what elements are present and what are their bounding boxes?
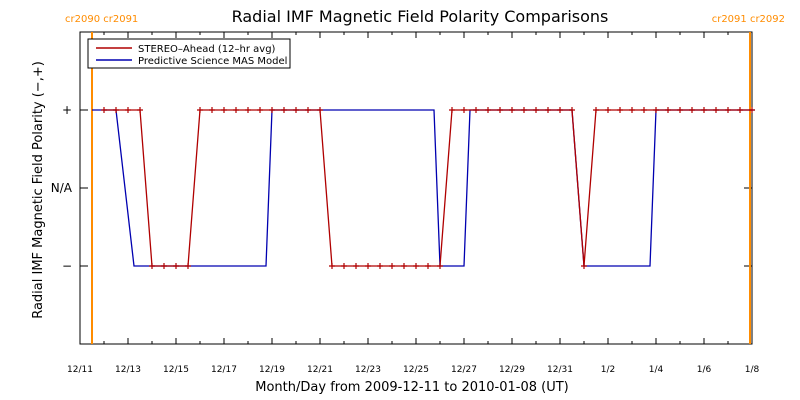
series-point-0 — [605, 107, 611, 113]
x-tick-label: 12/27 — [451, 365, 477, 375]
series-point-0 — [593, 107, 599, 113]
x-tick-label: 1/4 — [649, 365, 664, 375]
series-point-0 — [509, 107, 515, 113]
x-tick-label: 12/13 — [115, 365, 141, 375]
series-point-0 — [485, 107, 491, 113]
carrington-marker-label: cr2091 cr2092 — [712, 14, 785, 25]
series-point-0 — [653, 107, 659, 113]
x-tick-label: 12/25 — [403, 365, 429, 375]
series-point-0 — [437, 263, 443, 269]
y-tick-label: N/A — [51, 181, 73, 195]
series-point-0 — [329, 263, 335, 269]
series-point-0 — [617, 107, 623, 113]
series-point-0 — [581, 263, 587, 269]
carrington-marker-label: cr2090 cr2091 — [65, 14, 138, 25]
series-point-0 — [737, 107, 743, 113]
series-point-0 — [533, 107, 539, 113]
series-point-0 — [713, 107, 719, 113]
legend: STEREO–Ahead (12–hr avg) Predictive Scie… — [87, 38, 291, 69]
series-point-0 — [401, 263, 407, 269]
x-tick-label: 1/2 — [601, 365, 615, 375]
series-point-0 — [137, 107, 143, 113]
series-point-0 — [353, 263, 359, 269]
series-point-0 — [665, 107, 671, 113]
x-tick-label: 12/23 — [355, 365, 381, 375]
series-point-0 — [749, 107, 755, 113]
x-tick-label: 12/11 — [67, 365, 93, 375]
series-point-0 — [161, 263, 167, 269]
y-tick-label: − — [62, 259, 72, 273]
x-tick-label: 12/21 — [307, 365, 333, 375]
series-point-0 — [461, 107, 467, 113]
series-point-0 — [521, 107, 527, 113]
series-point-0 — [677, 107, 683, 113]
series-point-0 — [473, 107, 479, 113]
series-point-0 — [233, 107, 239, 113]
series-point-0 — [245, 107, 251, 113]
series-group — [92, 107, 755, 269]
series-point-0 — [209, 107, 215, 113]
series-point-0 — [449, 107, 455, 113]
x-tick-label: 1/6 — [697, 365, 712, 375]
series-point-0 — [389, 263, 395, 269]
x-tick-label: 12/19 — [259, 365, 285, 375]
x-tick-label: 12/31 — [547, 365, 573, 375]
series-point-0 — [365, 263, 371, 269]
x-tick-label: 1/8 — [745, 365, 760, 375]
series-point-0 — [125, 107, 131, 113]
series-point-0 — [569, 107, 575, 113]
x-axis-label: Month/Day from 2009-12-11 to 2010-01-08 … — [255, 380, 568, 395]
series-point-0 — [317, 107, 323, 113]
chart-title: Radial IMF Magnetic Field Polarity Compa… — [232, 7, 609, 26]
series-point-0 — [545, 107, 551, 113]
carrington-markers: cr2090 cr2091 cr2091 cr2092 — [65, 14, 785, 344]
series-point-0 — [305, 107, 311, 113]
y-axis-label: Radial IMF Magnetic Field Polarity (−,+) — [31, 61, 46, 319]
series-point-0 — [113, 107, 119, 113]
x-axis-ticks: 12/11 12/13 12/15 12/17 12/19 12/21 12/23 12/25… — [67, 32, 760, 375]
series-point-0 — [725, 107, 731, 113]
y-tick-label: + — [62, 103, 72, 117]
series-point-0 — [101, 107, 107, 113]
series-point-0 — [497, 107, 503, 113]
series-point-0 — [413, 263, 419, 269]
series-point-0 — [173, 263, 179, 269]
series-point-0 — [149, 263, 155, 269]
x-tick-label: 12/29 — [499, 365, 525, 375]
legend-label-stereo: STEREO–Ahead (12–hr avg) — [138, 44, 276, 55]
series-line-1 — [92, 109, 755, 267]
series-point-0 — [221, 107, 227, 113]
series-point-0 — [341, 263, 347, 269]
series-point-0 — [377, 263, 383, 269]
series-point-0 — [185, 263, 191, 269]
series-point-0 — [281, 107, 287, 113]
series-point-0 — [689, 107, 695, 113]
x-tick-label: 12/17 — [211, 365, 237, 375]
x-tick-label: 12/15 — [163, 365, 189, 375]
series-point-0 — [293, 107, 299, 113]
series-point-0 — [269, 107, 275, 113]
series-point-0 — [557, 107, 563, 113]
series-point-0 — [629, 107, 635, 113]
series-point-0 — [641, 107, 647, 113]
series-point-0 — [425, 263, 431, 269]
series-point-0 — [701, 107, 707, 113]
series-point-0 — [197, 107, 203, 113]
y-axis-ticks: + N/A − — [51, 103, 752, 273]
legend-label-mas: Predictive Science MAS Model — [138, 56, 287, 67]
series-point-0 — [257, 107, 263, 113]
legend-box — [87, 38, 291, 69]
plot-frame — [79, 31, 753, 345]
